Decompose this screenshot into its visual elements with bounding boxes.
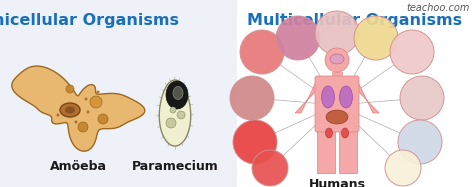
FancyBboxPatch shape: [0, 0, 237, 187]
Circle shape: [252, 150, 288, 186]
Circle shape: [315, 11, 359, 55]
Circle shape: [385, 150, 421, 186]
Ellipse shape: [173, 87, 183, 99]
FancyBboxPatch shape: [315, 76, 359, 132]
Circle shape: [74, 120, 78, 123]
Ellipse shape: [326, 110, 348, 124]
Circle shape: [98, 114, 108, 124]
Ellipse shape: [326, 128, 332, 138]
Ellipse shape: [321, 86, 335, 108]
Circle shape: [66, 85, 74, 93]
Polygon shape: [295, 80, 317, 113]
Ellipse shape: [339, 86, 353, 108]
Circle shape: [84, 97, 88, 100]
Circle shape: [390, 30, 434, 74]
Circle shape: [354, 16, 398, 60]
Circle shape: [230, 76, 274, 120]
Ellipse shape: [60, 103, 80, 117]
Text: Unicellular Organisms: Unicellular Organisms: [0, 13, 180, 28]
Circle shape: [56, 114, 60, 117]
Circle shape: [90, 96, 102, 108]
Circle shape: [86, 111, 90, 114]
Circle shape: [325, 48, 349, 72]
Circle shape: [276, 16, 320, 60]
Circle shape: [170, 107, 176, 113]
Polygon shape: [357, 80, 379, 113]
Circle shape: [78, 122, 88, 132]
Circle shape: [177, 111, 185, 119]
Text: Amöeba: Amöeba: [49, 160, 107, 173]
Text: Multicellular Organisms: Multicellular Organisms: [247, 13, 463, 28]
Text: Paramecium: Paramecium: [132, 160, 219, 173]
Circle shape: [97, 91, 100, 94]
Circle shape: [400, 76, 444, 120]
Polygon shape: [339, 130, 357, 173]
Circle shape: [166, 118, 176, 128]
Polygon shape: [159, 80, 191, 146]
Text: Humans: Humans: [309, 178, 365, 187]
Polygon shape: [12, 66, 145, 151]
Ellipse shape: [166, 81, 188, 109]
FancyBboxPatch shape: [332, 72, 342, 79]
Polygon shape: [317, 130, 335, 173]
Circle shape: [233, 120, 277, 164]
Circle shape: [240, 30, 284, 74]
Text: teachoo.com: teachoo.com: [407, 3, 470, 13]
Ellipse shape: [65, 107, 75, 114]
Ellipse shape: [330, 54, 344, 64]
Ellipse shape: [341, 128, 348, 138]
Circle shape: [398, 120, 442, 164]
